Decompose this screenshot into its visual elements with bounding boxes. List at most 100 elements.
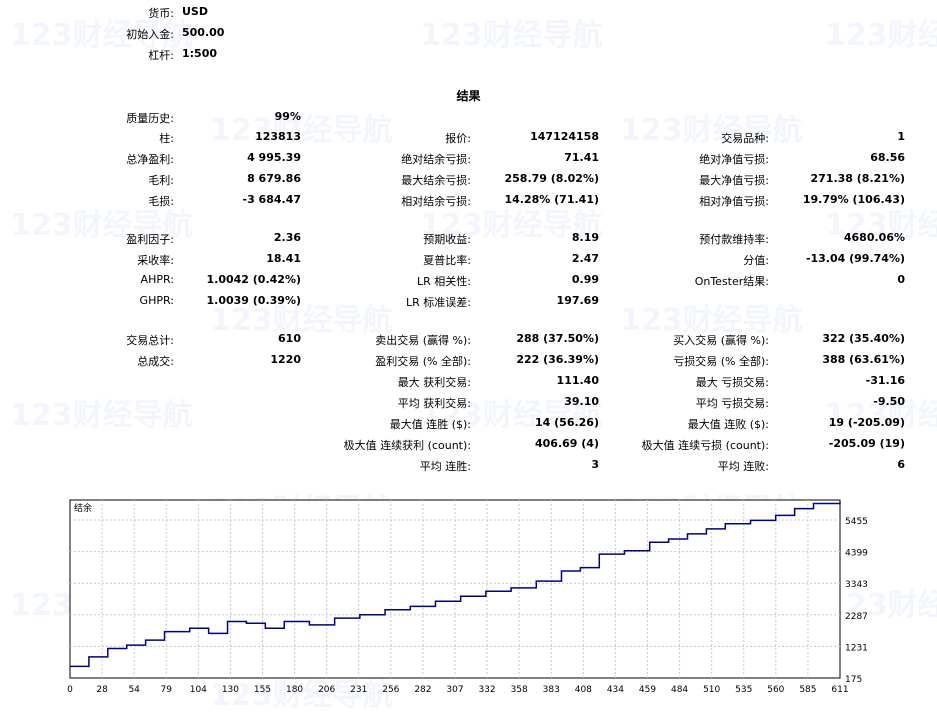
stat-label: 卖出交易 (赢得 %): [375,334,471,347]
x-tick-label: 54 [128,685,140,695]
stat-label: 总净盈利: [126,153,174,166]
stat-value: -9.50 [873,395,905,408]
stat-label: 绝对净值亏损: [699,153,769,166]
stat-label: 分值: [743,254,769,267]
stat-label: 交易总计: [126,334,174,347]
stat-value: 1 [897,130,905,143]
stat-value: 99% [274,110,301,123]
x-tick-label: 130 [222,685,239,695]
x-tick-label: 358 [511,685,528,695]
deposit-value: 500.00 [182,26,225,39]
stat-label: 预付款维持率: [699,233,769,246]
stat-label: 质量历史: [126,112,174,125]
x-tick-label: 28 [96,685,108,695]
stat-value: 0 [897,273,905,286]
stat-label: 绝对结余亏损: [401,153,471,166]
stat-value: 388 (63.61%) [822,353,905,366]
stat-label: 极大值 连续亏损 (count): [641,439,769,452]
stat-value: 610 [278,332,301,345]
x-tick-label: 0 [67,685,73,695]
x-tick-label: 231 [350,685,367,695]
x-tick-label: 282 [414,685,431,695]
stat-value: 39.10 [564,395,599,408]
x-tick-label: 180 [286,685,303,695]
stat-value: 14.28% (71.41) [504,193,600,206]
stat-label: 毛损: [148,195,174,208]
x-tick-label: 484 [671,685,688,695]
stat-value: 0.99 [571,273,599,286]
stat-label: 柱: [159,132,174,145]
stat-value: 3 [591,458,599,471]
balance-chart: 0 28 54 79 104 130 155 180 206 231 256 282 307 332 358… [67,499,868,695]
x-tick-label: 434 [607,685,624,695]
stat-value: 111.40 [556,374,599,387]
stat-label: 相对结余亏损: [401,195,471,208]
y-tick-label: 5455 [845,517,868,527]
stat-value: 4 995.39 [247,151,301,164]
stat-label: 最大净值亏损: [699,174,769,187]
watermark: 123财经导航 [825,208,937,243]
stat-value: 19.79% (106.43) [802,193,905,206]
stat-label: 最大 亏损交易: [695,376,769,389]
stat-value: 288 (37.50%) [516,332,599,345]
watermark: 123财经导航 [10,208,193,243]
y-tick-label: 175 [845,675,862,685]
watermark: 123财经导航 [420,18,603,53]
stat-value: 2.47 [571,252,599,265]
watermark: 123财经导航 [10,398,193,433]
stat-label: 平均 连败: [717,460,769,473]
watermark: 123财经导航 [620,113,803,148]
stat-value: 271.38 (8.21%) [810,172,906,185]
balance-line [70,501,841,668]
watermark: 123财经导航 [210,113,393,148]
watermark: 123财经导航 [825,18,937,53]
stat-value: 1.0039 (0.39%) [206,294,302,307]
stat-value: 197.69 [556,294,599,307]
stat-value: 406.69 (4) [535,437,599,450]
watermark: 123财经导航 [420,398,603,433]
stat-label: 相对净值亏损: [699,195,769,208]
watermark: 123财经导航 [420,208,603,243]
stat-value: 6 [897,458,905,471]
x-tick-label: 307 [446,685,463,695]
watermark: 123财经导航 [825,588,937,623]
stat-label: 买入交易 (赢得 %): [673,334,769,347]
stat-value: -205.09 (19) [828,437,905,450]
stat-value: -13.04 (99.74%) [805,252,905,265]
stat-label: AHPR: [140,273,174,286]
x-tick-label: 459 [639,685,656,695]
stat-label: 预期收益: [423,233,471,246]
stat-value: 258.79 (8.02%) [504,172,600,185]
stat-value: 68.56 [870,151,905,164]
stat-value: 19 (-205.09) [828,416,905,429]
stat-label: 亏损交易 (% 全部): [673,355,769,368]
currency-label: 货币: [148,7,174,20]
x-tick-label: 206 [318,685,335,695]
x-tick-label: 585 [799,685,816,695]
stat-value: 123813 [255,130,301,143]
stat-label: 总成交: [137,355,174,368]
leverage-value: 1:500 [182,47,218,60]
stat-label: 极大值 连续获利 (count): [343,439,471,452]
stat-label: LR 标准误差: [406,296,471,309]
x-tick-label: 104 [190,685,207,695]
x-tick-label: 256 [382,685,399,695]
stat-label: 盈利因子: [126,233,174,246]
stat-value: 8 679.86 [247,172,301,185]
x-tick-label: 510 [703,685,720,695]
legend-label: 结余 [74,502,92,514]
watermark: 123财经导航 [620,303,803,338]
x-tick-label: 535 [735,685,752,695]
watermark: 123财经导航 [210,678,393,713]
x-tick-label: 383 [543,685,560,695]
stat-label: 平均 连胜: [419,460,471,473]
stat-value: 1.0042 (0.42%) [206,273,302,286]
y-tick-label: 1231 [845,643,868,653]
x-tick-label: 408 [575,685,592,695]
results-title: 结果 [456,89,481,103]
stat-value: 322 (35.40%) [822,332,905,345]
watermark: 123财经导航 [210,303,393,338]
watermark: 123财经导航 [10,18,193,53]
x-tick-label: 560 [767,685,784,695]
stat-label: 毛利: [148,174,174,187]
